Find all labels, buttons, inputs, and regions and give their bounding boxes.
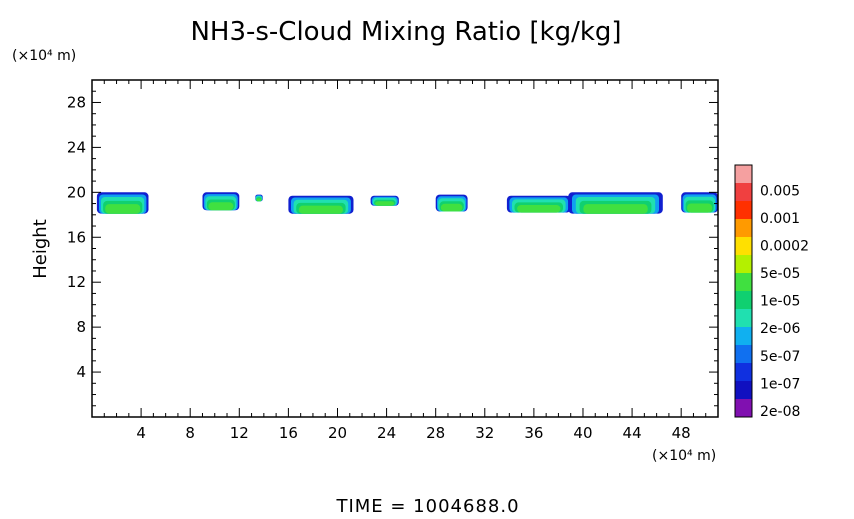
y-tick-label: 28 — [67, 93, 86, 111]
cloud-segment — [370, 195, 399, 206]
colorbar-swatch — [735, 201, 752, 220]
y-tick-label: 4 — [76, 363, 86, 381]
y-axis-unit: (×10⁴ m) — [12, 48, 76, 64]
colorbar-label: 0.001 — [760, 211, 800, 227]
x-tick-label: 32 — [475, 424, 494, 442]
cloud-segment — [568, 192, 663, 214]
colorbar-swatch — [735, 237, 752, 256]
plot-frame — [91, 79, 719, 418]
time-label: TIME = 1004688.0 — [335, 496, 519, 517]
colorbar-label: 1e-07 — [760, 376, 800, 392]
cloud-segment — [255, 194, 263, 202]
x-tick-label: 8 — [185, 424, 195, 442]
colorbar-label: 0.005 — [760, 184, 800, 200]
x-tick-label: 36 — [524, 424, 543, 442]
colorbar-label: 2e-06 — [760, 321, 800, 337]
colorbar-swatch — [735, 273, 752, 292]
colorbar-label: 0.0002 — [760, 239, 809, 255]
x-tick-label: 20 — [328, 424, 347, 442]
colorbar-swatch — [735, 399, 752, 418]
colorbar-swatch — [735, 309, 752, 328]
x-tick-label: 12 — [230, 424, 249, 442]
colorbar-swatch — [735, 327, 752, 346]
colorbar-label: 5e-07 — [760, 349, 800, 365]
y-tick-label: 24 — [67, 138, 86, 156]
colorbar-swatch — [735, 219, 752, 238]
cloud-band — [517, 205, 561, 213]
colorbar-swatch — [735, 183, 752, 202]
cloud-field — [96, 192, 718, 214]
x-tick-label: 24 — [377, 424, 396, 442]
colorbar-label: 1e-05 — [760, 294, 800, 310]
x-tick-label: 40 — [573, 424, 592, 442]
y-tick-label: 8 — [76, 318, 86, 336]
cloud-segment — [202, 192, 240, 211]
chart-title: NH3-s-Cloud Mixing Ratio [kg/kg] — [190, 17, 621, 47]
y-tick-label: 20 — [67, 183, 86, 201]
cloud-band — [375, 201, 395, 206]
colorbar-swatch — [735, 165, 752, 184]
x-tick-label: 28 — [426, 424, 445, 442]
colorbar: 0.005 0.001 0.0002 5e-05 1e-05 2e-06 5e-07 1e-0… — [734, 164, 809, 420]
y-tick-label: 12 — [67, 273, 86, 291]
colorbar-label: 5e-05 — [760, 266, 800, 282]
colorbar-swatch — [735, 345, 752, 364]
x-tick-label: 16 — [279, 424, 298, 442]
colorbar-swatch — [735, 363, 752, 382]
cloud-band — [105, 204, 141, 214]
x-tick-label: 48 — [672, 424, 691, 442]
cloud-band — [687, 203, 713, 213]
y-tick-label: 16 — [67, 228, 86, 246]
cloud-band — [440, 203, 463, 212]
cloud-segment — [96, 192, 149, 214]
colorbar-label: 2e-08 — [760, 404, 800, 420]
colorbar-swatch — [735, 291, 752, 310]
cloud-band — [256, 198, 262, 202]
y-axis-label: Height — [30, 219, 51, 279]
cloud-segment — [681, 192, 718, 213]
colorbar-swatch — [735, 255, 752, 274]
colorbar-frame — [734, 164, 753, 418]
x-tick-label: 44 — [623, 424, 642, 442]
cloud-segment — [435, 194, 468, 212]
cloud-band — [298, 205, 343, 214]
cloud-segment — [506, 195, 571, 213]
cloud-band — [583, 204, 648, 214]
cloud-band — [208, 202, 234, 211]
colorbar-swatch — [735, 381, 752, 400]
x-axis-unit: (×10⁴ m) — [652, 448, 716, 464]
x-tick-label: 4 — [136, 424, 146, 442]
cloud-segment — [288, 195, 354, 214]
